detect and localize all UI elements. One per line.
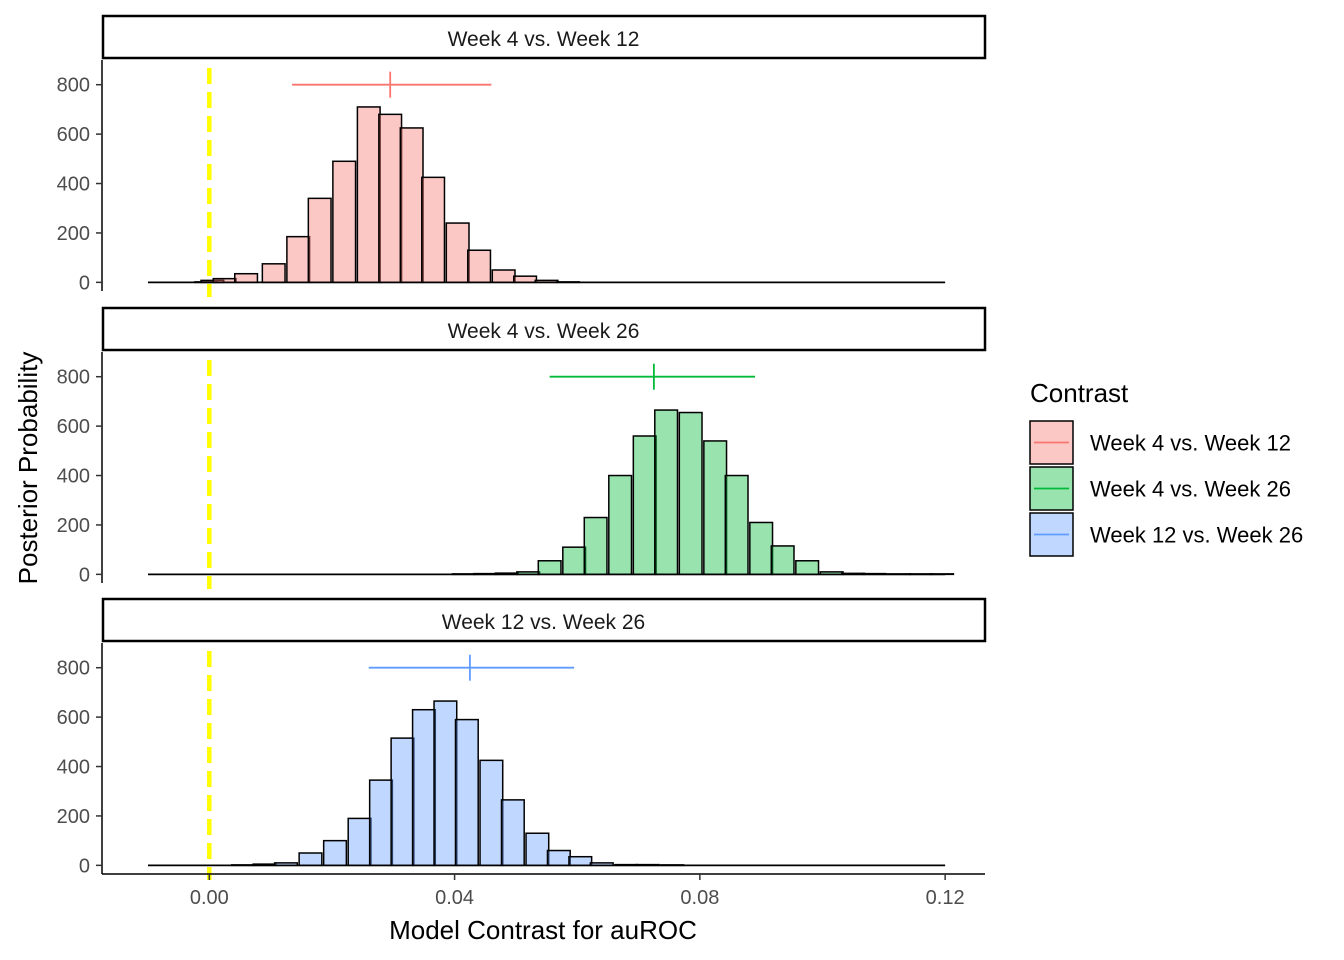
facet-panel: Week 4 vs. Week 26 0 200 400 600 800 [57, 306, 987, 589]
histogram-bar [608, 474, 633, 576]
facet-strip [101, 597, 987, 643]
histogram-bar [724, 474, 749, 576]
y-axis-title: Posterior Probability [13, 352, 43, 585]
histogram-bar [887, 573, 912, 576]
facet-strip [101, 14, 987, 60]
y-tick-label: 600 [57, 707, 90, 729]
y-tick-label: 800 [57, 367, 90, 389]
histogram-bar [234, 272, 259, 284]
y-tick-label: 0 [79, 564, 90, 586]
histogram-bar [467, 249, 492, 284]
facet-strip [101, 306, 987, 352]
histogram-bar [749, 521, 774, 576]
histogram-bar [322, 839, 348, 867]
legend-title: Contrast [1030, 378, 1129, 408]
histogram-bar [500, 799, 525, 867]
histogram-bar [614, 863, 639, 867]
y-tick-label: 400 [57, 757, 90, 779]
histogram-bar [589, 862, 614, 867]
histogram-bar [516, 571, 541, 576]
y-tick-label: 400 [57, 466, 90, 488]
histogram-bar [479, 759, 504, 867]
y-tick-label: 200 [57, 515, 90, 537]
histogram-bar [491, 269, 516, 284]
histogram-bar [568, 855, 593, 867]
histogram-bar [445, 222, 470, 284]
histogram-bar [356, 106, 381, 284]
histogram-bar [454, 718, 479, 867]
histogram-bar [399, 127, 424, 284]
histogram-bar [261, 263, 286, 284]
histogram-bar [841, 572, 866, 576]
histogram-bar [908, 573, 933, 576]
x-axis-title: Model Contrast for auROC [389, 915, 697, 945]
facet-strip-label: Week 4 vs. Week 26 [448, 320, 640, 343]
y-tick-label: 400 [57, 174, 90, 196]
y-tick-label: 200 [57, 806, 90, 828]
y-tick-label: 200 [57, 223, 90, 245]
histogram-bar [286, 235, 311, 284]
histogram-bar [525, 832, 550, 867]
histogram-bar [583, 516, 608, 576]
x-tick-label: 0.12 [926, 887, 965, 909]
y-tick-label: 0 [79, 855, 90, 877]
histogram-bar [555, 281, 581, 284]
histogram-bar [390, 737, 415, 867]
x-tick-label: 0.00 [190, 887, 229, 909]
histogram-bar [513, 275, 538, 284]
histogram-bar [678, 411, 703, 576]
histogram-bar [819, 571, 844, 576]
histogram-bar [534, 279, 559, 284]
legend: Contrast Week 4 vs. Week 12 Week 4 vs. We… [1029, 378, 1303, 557]
histogram-bar [494, 572, 519, 576]
y-tick-label: 800 [57, 658, 90, 680]
histogram-bar [378, 113, 403, 284]
histogram-bar [632, 435, 657, 576]
histogram-bar [298, 852, 323, 867]
histogram-bar [273, 862, 299, 867]
histogram-bar [200, 279, 225, 284]
histogram-bar [421, 176, 446, 284]
y-tick-label: 0 [79, 272, 90, 294]
histogram-bar [212, 277, 237, 284]
histogram-bar [473, 572, 498, 576]
histogram-bar [368, 779, 394, 867]
facet-strip-label: Week 12 vs. Week 26 [442, 611, 646, 634]
histogram-bar [230, 864, 256, 867]
y-tick-label: 600 [57, 416, 90, 438]
histogram-bar [347, 817, 372, 867]
histogram-bar [862, 572, 887, 576]
histogram-bar [770, 545, 795, 576]
legend-label: Week 4 vs. Week 12 [1090, 431, 1291, 456]
histogram-bar [433, 700, 458, 867]
histogram-bar [307, 197, 332, 284]
histogram-bar [411, 708, 437, 867]
histogram-bar [703, 440, 728, 576]
facet-panel: Week 12 vs. Week 26 0 200 400 600 800 0.00 0.04… [57, 597, 987, 909]
histogram-bar [795, 560, 820, 576]
y-tick-label: 600 [57, 124, 90, 146]
legend-label: Week 4 vs. Week 26 [1090, 477, 1291, 502]
histogram-bar [451, 573, 476, 576]
facet-strip-label: Week 4 vs. Week 12 [448, 28, 640, 51]
x-tick-label: 0.04 [435, 887, 474, 909]
legend-label: Week 12 vs. Week 26 [1090, 523, 1303, 548]
histogram-bar [635, 863, 660, 867]
histogram-bar [332, 160, 357, 284]
histogram-bar [252, 863, 277, 867]
histogram-bar [660, 864, 685, 867]
y-tick-label: 800 [57, 75, 90, 97]
histogram-bar [929, 573, 955, 576]
histogram-bar [562, 546, 587, 576]
histogram-bar [654, 409, 679, 576]
histogram-bar [537, 560, 562, 576]
x-tick-label: 0.08 [680, 887, 719, 909]
facet-panel: Week 4 vs. Week 12 0 200 400 600 800 [57, 14, 987, 297]
histogram-bar [546, 849, 571, 867]
